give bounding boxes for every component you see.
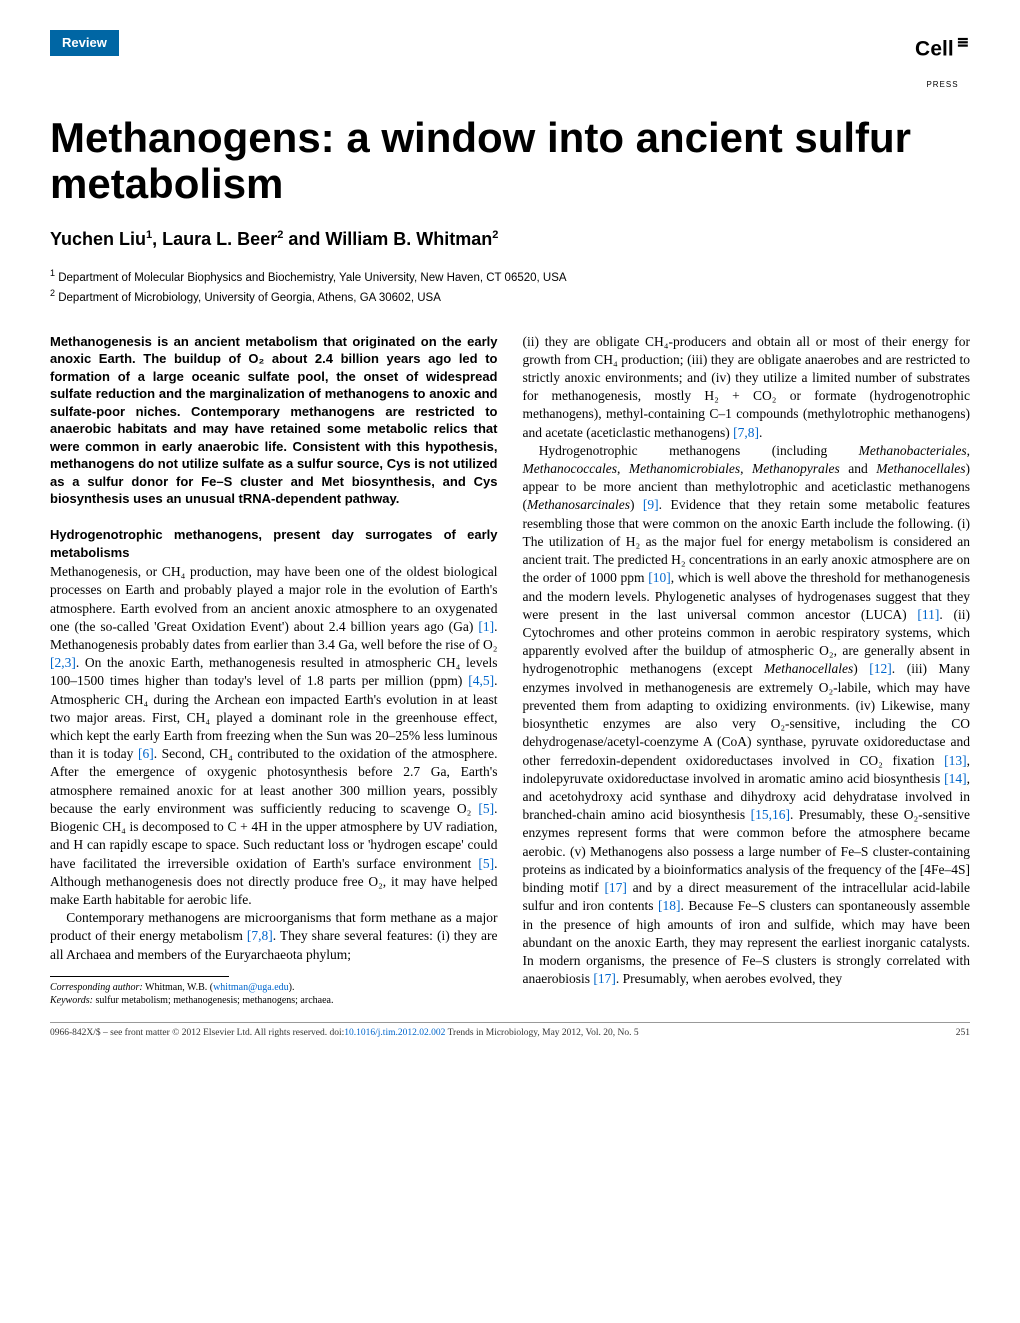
body-paragraph: Methanogenesis, or CH₄ production, may h…	[50, 563, 498, 909]
footnote-text: Whitman, W.B. (	[143, 982, 213, 993]
body-text: )	[630, 497, 643, 512]
body-text: and	[840, 461, 877, 476]
body-text: . (iii) Many enzymes involved in methano…	[523, 661, 971, 767]
svg-text:C: C	[915, 38, 930, 61]
affiliations: 1 Department of Molecular Biophysics and…	[50, 267, 970, 307]
ref-link[interactable]: [18]	[658, 898, 681, 913]
authors-and: and	[288, 229, 320, 249]
page-footer: 0966-842X/$ – see front matter © 2012 El…	[50, 1022, 970, 1040]
ref-link[interactable]: [7,8]	[247, 928, 273, 943]
body-text: .	[759, 425, 762, 440]
ref-link[interactable]: [12]	[869, 661, 892, 676]
affiliation-2: 2 Department of Microbiology, University…	[50, 287, 970, 307]
footnote-separator	[50, 976, 229, 977]
author-2-affil: 2	[277, 229, 283, 241]
body-text: ,	[967, 443, 970, 458]
review-badge: Review	[50, 30, 119, 56]
footer-text: Trends in Microbiology, May 2012, Vol. 2…	[445, 1028, 638, 1038]
body-text: Methanogenesis, or CH₄ production, may h…	[50, 564, 498, 634]
two-column-body: Methanogenesis is an ancient metabolism …	[50, 333, 970, 1007]
footnote-label: Corresponding author:	[50, 982, 143, 993]
publisher-logo: C ell PRESS	[915, 30, 970, 90]
email-link[interactable]: whitman@uga.edu	[213, 982, 289, 993]
logo-subtext: PRESS	[915, 79, 970, 90]
ref-link[interactable]: [4,5]	[468, 673, 494, 688]
body-text: . On the anoxic Earth, methanogenesis re…	[50, 655, 498, 688]
taxon-name: Methanomicrobiales	[629, 461, 740, 476]
ref-link[interactable]: [2,3]	[50, 655, 76, 670]
author-2: Laura L. Beer	[162, 229, 277, 249]
footnote-text: sulfur metabolism; methanogenesis; metha…	[93, 995, 333, 1006]
authors-line: Yuchen Liu1, Laura L. Beer2 and William …	[50, 227, 970, 252]
ref-link[interactable]: [1]	[478, 619, 494, 634]
taxon-name: Methanocellales	[764, 661, 853, 676]
taxon-name: Methanopyrales	[752, 461, 840, 476]
header-bar: Review C ell PRESS	[50, 30, 970, 90]
ref-link[interactable]: [14]	[944, 771, 967, 786]
body-text: Hydrogenotrophic methanogens (including	[539, 443, 859, 458]
body-text: . Presumably, when aerobes evolved, they	[616, 971, 842, 986]
article-title: Methanogens: a window into ancient sulfu…	[50, 115, 970, 207]
keywords-line: Keywords: sulfur metabolism; methanogene…	[50, 994, 498, 1007]
svg-text:ell: ell	[930, 38, 953, 61]
footnote-block: Corresponding author: Whitman, W.B. (whi…	[50, 981, 498, 1007]
ref-link[interactable]: [7,8]	[733, 425, 759, 440]
section-heading-1: Hydrogenotrophic methanogens, present da…	[50, 526, 498, 561]
ref-link[interactable]: [5]	[478, 801, 494, 816]
ref-link[interactable]: [11]	[917, 607, 939, 622]
taxon-name: Methanosarcinales	[527, 497, 630, 512]
ref-link[interactable]: [17]	[593, 971, 616, 986]
body-text: )	[853, 661, 869, 676]
ref-link[interactable]: [17]	[604, 880, 627, 895]
abstract-text: Methanogenesis is an ancient metabolism …	[50, 333, 498, 508]
body-paragraph: (ii) they are obligate CH₄-producers and…	[523, 333, 971, 442]
author-3: William B. Whitman	[325, 229, 492, 249]
body-text: ,	[617, 461, 629, 476]
taxon-name: Methanococcales	[523, 461, 617, 476]
ref-link[interactable]: [10]	[648, 570, 671, 585]
ref-link[interactable]: [6]	[138, 746, 154, 761]
ref-link[interactable]: [15,16]	[751, 807, 790, 822]
cell-logo-svg: C ell	[915, 30, 970, 70]
taxon-name: Methanobacteriales	[859, 443, 967, 458]
affiliation-1: 1 Department of Molecular Biophysics and…	[50, 267, 970, 287]
column-right: (ii) they are obligate CH₄-producers and…	[523, 333, 971, 1007]
author-1: Yuchen Liu	[50, 229, 146, 249]
footnote-label: Keywords:	[50, 995, 93, 1006]
author-3-affil: 2	[492, 229, 498, 241]
ref-link[interactable]: [9]	[643, 497, 659, 512]
body-paragraph: Hydrogenotrophic methanogens (including …	[523, 442, 971, 989]
column-left: Methanogenesis is an ancient metabolism …	[50, 333, 498, 1007]
footer-text: 0966-842X/$ – see front matter © 2012 El…	[50, 1028, 344, 1038]
doi-link[interactable]: 10.1016/j.tim.2012.02.002	[344, 1028, 445, 1038]
body-paragraph: Contemporary methanogens are microorgani…	[50, 909, 498, 964]
footer-left: 0966-842X/$ – see front matter © 2012 El…	[50, 1027, 639, 1040]
body-text: ,	[740, 461, 752, 476]
footnote-text: ).	[289, 982, 295, 993]
page-number: 251	[956, 1027, 970, 1040]
author-1-affil: 1	[146, 229, 152, 241]
page-container: Review C ell PRESS Methanogens: a window…	[0, 0, 1020, 1060]
ref-link[interactable]: [5]	[478, 856, 494, 871]
taxon-name: Methanocellales	[876, 461, 965, 476]
ref-link[interactable]: [13]	[944, 753, 967, 768]
corresponding-author: Corresponding author: Whitman, W.B. (whi…	[50, 981, 498, 994]
